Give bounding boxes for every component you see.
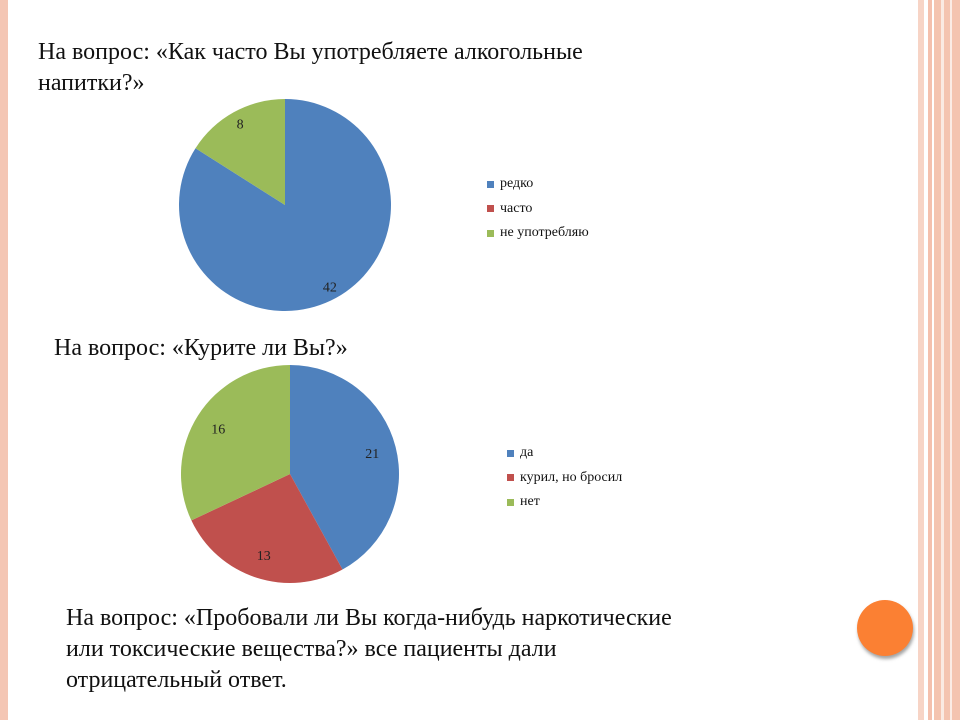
alcohol-pie-chart: 42 8 [178, 99, 391, 311]
right-decor-stripe [918, 0, 924, 720]
legend-swatch [487, 205, 494, 213]
question-smoking: На вопрос: «Курите ли Вы?» [54, 335, 348, 361]
left-border [0, 0, 8, 720]
right-decor-stripe [928, 0, 932, 720]
legend-item: не употребляю [487, 221, 589, 246]
legend-item: курил, но бросил [507, 466, 622, 491]
legend-swatch [507, 474, 514, 482]
pie-slice-1 [191, 474, 343, 584]
smoking-legend: да курил, но бросил нет [507, 441, 622, 515]
pie-data-label: 13 [257, 549, 271, 564]
pie-data-label: 16 [211, 422, 225, 437]
question-drugs-line2: или токсические вещества?» все пациенты … [66, 636, 557, 662]
question-drugs-line1: На вопрос: «Пробовали ли Вы когда-нибудь… [66, 605, 672, 631]
legend-label: не употребляю [500, 225, 589, 241]
legend-label: нет [520, 494, 540, 510]
right-decor-stripe [950, 0, 952, 720]
legend-label: часто [500, 200, 533, 216]
question-alcohol: На вопрос: «Как часто Вы употребляете ал… [38, 37, 583, 99]
pie-slice-0 [178, 99, 391, 311]
pie-slice-2 [195, 99, 285, 205]
question-alcohol-line2: напитки?» [38, 70, 145, 96]
right-decor-stripe [934, 0, 960, 720]
legend-swatch [507, 449, 514, 457]
right-decor-stripe [941, 0, 944, 720]
legend-swatch [487, 180, 494, 188]
legend-item: редко [487, 172, 589, 197]
smoking-pie-chart: 21 13 16 [180, 364, 400, 584]
pie-slice-0 [290, 365, 400, 570]
alcohol-legend: редко часто не употребляю [487, 172, 589, 246]
legend-item: нет [507, 490, 622, 515]
legend-item: да [507, 441, 622, 466]
question-drugs-line3: отрицательный ответ. [66, 667, 287, 693]
pie-slice-2 [180, 364, 290, 521]
legend-swatch [507, 498, 514, 506]
legend-item: часто [487, 197, 589, 222]
pie-data-label: 21 [365, 447, 379, 462]
legend-swatch [487, 229, 494, 237]
pie-data-label: 8 [237, 117, 244, 132]
pie-data-label: 42 [323, 281, 337, 296]
legend-label: редко [500, 176, 534, 192]
question-drugs: На вопрос: «Пробовали ли Вы когда-нибудь… [66, 603, 672, 696]
decorative-orange-circle [857, 600, 913, 656]
question-alcohol-line1: На вопрос: «Как часто Вы употребляете ал… [38, 39, 583, 65]
legend-label: курил, но бросил [520, 469, 623, 485]
legend-label: да [520, 445, 534, 461]
